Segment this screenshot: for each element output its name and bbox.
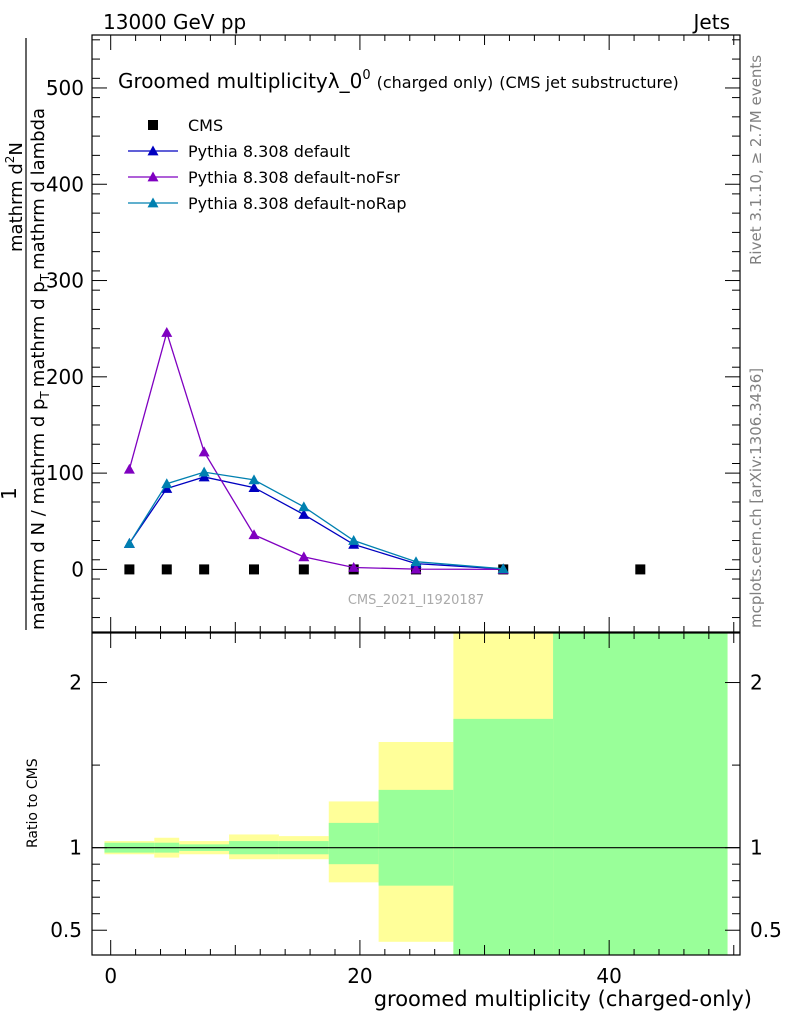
data-point <box>497 563 509 574</box>
series-2 <box>123 327 509 574</box>
main-axis-ticks: 0 100 200 300 400 500 <box>46 35 740 632</box>
plot-title-charged: (charged only) <box>377 73 494 92</box>
energy-label: 13000 GeV pp <box>103 10 246 34</box>
ratio-band-green <box>378 789 454 886</box>
analysis-watermark: CMS_2021_I1920187 <box>348 593 484 608</box>
data-point <box>298 551 310 562</box>
legend-marker <box>147 197 159 208</box>
y-axis-label-numerator: mathrm d2N <box>3 142 27 252</box>
plot-title-main: Groomed multiplicityλ_0 <box>118 69 362 93</box>
plot-title: Groomed multiplicityλ_00 (charged only) (C… <box>118 68 679 93</box>
legend-label: Pythia 8.308 default-noRap <box>188 194 406 213</box>
data-point <box>248 529 260 540</box>
legend: CMS Pythia 8.308 default Pythia 8.308 defa… <box>128 116 406 213</box>
legend-marker <box>147 171 159 182</box>
mcplots-label: mcplots.cern.ch [arXiv:1306.3436] <box>747 368 765 628</box>
data-point <box>123 537 135 548</box>
y-axis-label-denominator: mathrm d N / mathrm d pTmathrm d pTmathr… <box>28 108 52 630</box>
data-point <box>298 501 310 512</box>
y-axis-label-one: 1 <box>0 487 21 500</box>
y-denominator-b-sub: T <box>38 273 52 282</box>
x-axis-label: groomed multiplicity (charged-only) <box>374 987 752 1011</box>
main-y-tick-label: 400 <box>46 172 84 196</box>
y-denominator-a: mathrm d N / mathrm d p <box>28 399 49 630</box>
legend-marker <box>147 145 159 156</box>
main-y-tick-label: 0 <box>71 557 84 581</box>
legend-item: Pythia 8.308 default-noFsr <box>128 168 400 187</box>
main-y-tick-label: 300 <box>46 269 84 293</box>
legend-item: Pythia 8.308 default-noRap <box>128 194 406 213</box>
ratio-y-tick-label: 2 <box>69 671 82 695</box>
ratio-y-tick-label-right: 1 <box>750 836 763 860</box>
data-point <box>198 446 210 457</box>
legend-label: CMS <box>188 116 223 135</box>
series-line <box>128 476 504 570</box>
ratio-y-tick-label: 0.5 <box>50 918 82 942</box>
ratio-band-green <box>453 718 554 955</box>
data-point <box>298 509 310 519</box>
legend-item: Pythia 8.308 default <box>128 142 350 161</box>
main-y-tick-label: 100 <box>46 461 84 485</box>
x-tick-label: 20 <box>347 964 372 988</box>
main-panel-frame <box>91 34 741 633</box>
plot-title-experiment: (CMS jet substructure) <box>499 73 679 92</box>
data-point <box>298 564 309 575</box>
series-line <box>128 471 504 570</box>
series-0 <box>124 564 646 575</box>
data-point <box>161 327 173 337</box>
y-denominator-c: mathrm d lambda <box>28 108 49 270</box>
main-y-tick-label: 200 <box>46 365 84 389</box>
y-numerator-b: N <box>6 142 27 155</box>
y-axis-label: 1 mathrm d2N mathrm d N / mathrm d pTmat… <box>0 38 52 630</box>
ratio-axis-ticks: 0.5 0.51 12 20 20 40 <box>50 633 782 988</box>
x-tick-label: 0 <box>104 964 117 988</box>
ratio-band-green <box>328 822 379 865</box>
data-point <box>635 564 646 575</box>
category-label: Jets <box>692 10 730 34</box>
ratio-y-axis-label: Ratio to CMS <box>25 758 41 848</box>
series-3 <box>123 466 509 574</box>
y-denominator-a-sub: T <box>38 391 52 400</box>
y-denominator-b: mathrm d p <box>28 281 49 387</box>
series-line <box>128 330 504 571</box>
rivet-label: Rivet 3.1.10, ≥ 2.7M events <box>747 55 765 265</box>
y-numerator-a: mathrm d <box>6 163 27 252</box>
data-point <box>248 474 260 485</box>
data-point <box>161 564 172 575</box>
series-1 <box>123 471 509 574</box>
data-point <box>410 563 422 574</box>
main-series <box>123 327 646 575</box>
data-point <box>248 482 260 492</box>
legend-label: Pythia 8.308 default-noFsr <box>188 168 400 187</box>
data-point <box>348 561 360 572</box>
data-point <box>249 564 259 575</box>
data-point <box>124 564 135 575</box>
y-numerator-sup: 2 <box>3 156 17 164</box>
ratio-y-tick-label: 1 <box>69 836 82 860</box>
legend-label: Pythia 8.308 default <box>188 142 350 161</box>
main-panel: 0 100 200 300 400 500 Groomed multiplicityλ_0… <box>46 34 741 633</box>
data-point <box>199 564 210 575</box>
ratio-bands <box>104 633 728 955</box>
x-tick-label: 40 <box>596 964 621 988</box>
ratio-band-green <box>553 633 728 955</box>
data-point <box>198 466 210 477</box>
ratio-panel: 0.5 0.51 12 20 20 40 <box>50 632 782 988</box>
data-point <box>123 463 135 474</box>
ratio-y-tick-label-right: 2 <box>750 671 763 695</box>
data-point <box>161 478 173 489</box>
data-point <box>410 556 422 567</box>
legend-item: CMS <box>148 116 223 135</box>
ratio-y-tick-label-right: 0.5 <box>750 918 782 942</box>
plot-title-superscript: 0 <box>362 68 370 83</box>
ratio-panel-frame <box>91 632 741 956</box>
data-point <box>348 535 360 545</box>
legend-marker <box>148 120 158 130</box>
main-y-tick-label: 500 <box>46 76 84 100</box>
